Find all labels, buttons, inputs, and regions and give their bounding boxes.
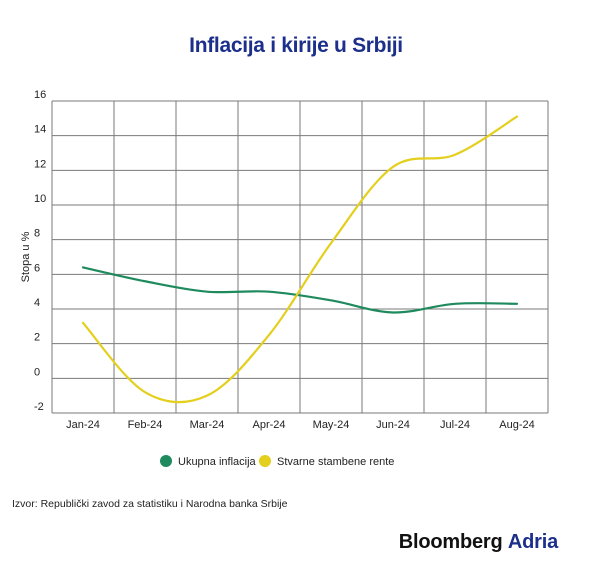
x-axis-ticks: Jan-24 Feb-24 Mar-24 Apr-24 May-24 Jun-24 Jul-…: [66, 419, 535, 431]
x-tick-label: Mar-24: [190, 419, 225, 431]
y-tick-label: -2: [34, 401, 44, 413]
y-tick-label: 8: [34, 228, 40, 240]
legend-label: Ukupna inflacija: [178, 456, 257, 468]
y-axis-label: Stopa u %: [20, 231, 32, 282]
chart-title: Inflacija i kirije u Srbiji: [189, 34, 403, 57]
brand-logo: Bloomberg Adria: [399, 531, 558, 554]
y-tick-label: 0: [34, 366, 40, 378]
y-tick-label: 4: [34, 297, 40, 309]
x-tick-label: Feb-24: [128, 419, 163, 431]
source-note: Izvor: Republički zavod za statistiku i …: [12, 498, 288, 510]
y-tick-label: 16: [34, 89, 46, 101]
brand-name: Bloomberg: [398, 531, 503, 553]
series-line-0: [81, 266, 519, 314]
legend-label: Stvarne stambene rente: [277, 456, 394, 468]
brand-region: Adria: [507, 531, 558, 553]
series-line-1: [81, 115, 519, 404]
grid: [51, 100, 549, 414]
y-tick-label: 6: [34, 262, 40, 274]
y-tick-label: 14: [34, 124, 46, 136]
legend: Ukupna inflacija Stvarne stambene rente: [160, 455, 394, 468]
x-tick-label: Jul-24: [440, 419, 470, 431]
legend-marker: [259, 455, 271, 467]
y-tick-label: 2: [34, 332, 40, 344]
x-tick-label: May-24: [313, 419, 350, 431]
x-tick-label: Apr-24: [252, 419, 285, 431]
line-chart: -2 0 2 4 6 8 10 12 14 16 Jan-24 Feb-24 Mar-24 Apr-24…: [20, 89, 549, 468]
series-lines: [81, 115, 519, 404]
y-tick-label: 12: [34, 158, 46, 170]
x-tick-label: Jan-24: [66, 419, 100, 431]
y-axis-ticks: -2 0 2 4 6 8 10 12 14 16: [34, 89, 46, 413]
legend-marker: [160, 455, 172, 467]
y-tick-label: 10: [34, 193, 46, 205]
x-tick-label: Aug-24: [499, 419, 534, 431]
x-tick-label: Jun-24: [376, 419, 410, 431]
